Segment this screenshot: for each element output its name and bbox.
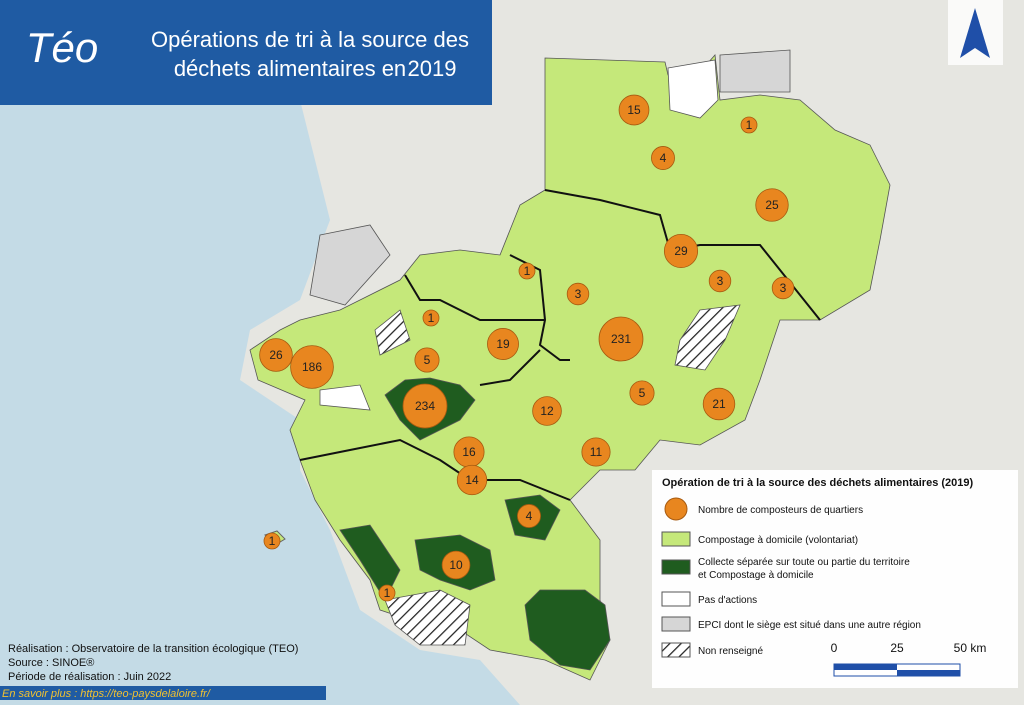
legend-label: Pas d'actions	[698, 595, 757, 606]
bubble	[259, 338, 293, 372]
bubble	[651, 146, 675, 170]
bubble	[532, 396, 562, 426]
scale-bar	[834, 664, 897, 670]
bubble-label: 1	[269, 534, 276, 548]
bubble-label: 29	[674, 244, 688, 258]
legend-label: Nombre de composteurs de quartiers	[698, 505, 863, 516]
credit: Période de réalisation : Juin 2022	[8, 671, 171, 683]
bubble	[290, 345, 334, 389]
bubble	[378, 584, 396, 602]
scale-label: 0	[831, 641, 838, 655]
bubble-label: 231	[611, 332, 631, 346]
bubble-label: 186	[302, 360, 322, 374]
legend: Opération de tri à la source des déchets…	[652, 470, 1018, 688]
title-line: Opérations de tri à la source des	[151, 27, 469, 52]
legend-symbol	[664, 497, 688, 521]
bubble-label: 4	[526, 509, 533, 523]
legend-title: Opération de tri à la source des déchets…	[662, 477, 974, 489]
bubble	[629, 380, 655, 406]
bubble-label: 10	[449, 558, 463, 572]
bubble	[414, 347, 440, 373]
bubble-label: 5	[424, 353, 431, 367]
bubble-label: 3	[780, 281, 787, 295]
bubble-label: 12	[540, 404, 554, 418]
bubble-label: 25	[765, 198, 779, 212]
bubble	[755, 188, 789, 222]
legend-box	[652, 470, 1018, 688]
bubble	[456, 464, 488, 496]
bubble-label: 5	[639, 386, 646, 400]
bubble	[663, 233, 699, 269]
bubble-label: 26	[269, 348, 283, 362]
logo: Téo	[26, 24, 98, 71]
bubble	[518, 262, 536, 280]
bubble-label: 14	[465, 473, 479, 487]
bubble	[771, 276, 795, 300]
bubble-label: 1	[384, 586, 391, 600]
scale-label: 25	[890, 641, 904, 655]
bubble	[402, 383, 448, 429]
legend-label: Compostage à domicile (volontariat)	[698, 535, 858, 546]
north-arrow	[960, 8, 990, 58]
bubble	[581, 437, 611, 467]
bubble-label: 21	[712, 397, 726, 411]
bubble-label: 16	[462, 445, 476, 459]
bubble-label: 234	[415, 399, 435, 413]
legend-symbol	[661, 642, 691, 658]
bubble	[740, 116, 758, 134]
bubble-label: 4	[660, 151, 667, 165]
legend-label: EPCI dont le siège est situé dans une au…	[698, 620, 921, 631]
bubble	[566, 282, 590, 306]
bubble-label: 1	[746, 118, 753, 132]
title-line: déchets alimentaires en	[174, 56, 406, 81]
legend-label: Collecte séparée sur toute ou partie du …	[698, 557, 910, 568]
bubble-label: 3	[575, 287, 582, 301]
legend-symbol	[661, 616, 691, 632]
bubble	[422, 309, 440, 327]
bubble	[263, 532, 281, 550]
scale-bar	[897, 670, 960, 676]
bubble	[702, 387, 736, 421]
credit: Source : SINOE®	[8, 657, 94, 669]
bubble	[487, 328, 519, 360]
legend-symbol	[661, 591, 691, 607]
bubble-label: 15	[627, 103, 641, 117]
link-bar	[0, 686, 326, 700]
scale-label: 50 km	[954, 641, 987, 655]
bubble-label: 11	[590, 445, 603, 459]
bubble	[517, 504, 541, 528]
bubble	[598, 316, 644, 362]
bubble	[441, 550, 471, 580]
credit: Réalisation : Observatoire de la transit…	[8, 643, 298, 655]
link[interactable]: En savoir plus : https://teo-paysdelaloi…	[2, 688, 211, 700]
bubble-label: 1	[524, 264, 531, 278]
bubble-label: 3	[717, 274, 724, 288]
legend-label: et Compostage à domicile	[698, 570, 814, 581]
legend-symbol	[661, 559, 691, 575]
bubble-label: 19	[496, 337, 510, 351]
header-box	[0, 0, 492, 105]
bubble	[708, 269, 732, 293]
legend-symbol	[661, 531, 691, 547]
legend-label: Non renseigné	[698, 646, 763, 657]
bubble	[618, 94, 650, 126]
sea	[0, 100, 520, 705]
title-year: 2019	[408, 56, 457, 81]
bubble-label: 1	[428, 311, 435, 325]
